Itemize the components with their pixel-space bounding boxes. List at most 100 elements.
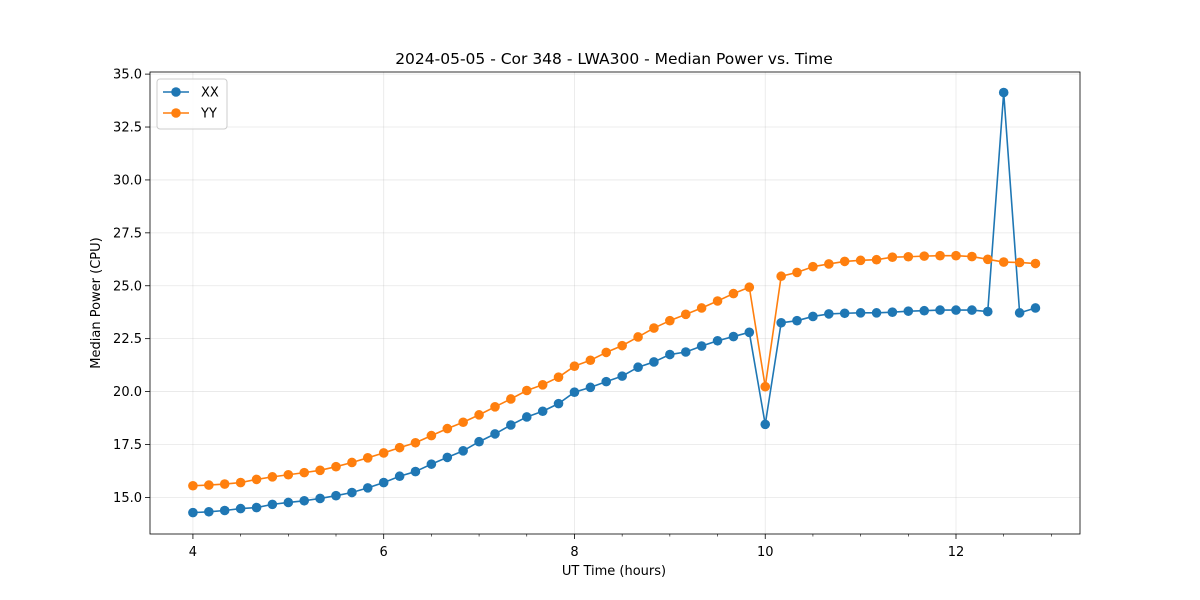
x-tick-label: 4	[189, 545, 197, 560]
data-point-xx	[315, 493, 325, 504]
data-point-yy	[808, 261, 818, 272]
data-point-xx	[998, 87, 1009, 98]
data-point-yy	[649, 323, 659, 333]
x-tick-label: 6	[380, 545, 388, 560]
data-point-yy	[967, 251, 977, 262]
data-point-yy	[315, 465, 325, 476]
series-yy	[188, 250, 1041, 491]
data-point-yy	[521, 385, 532, 396]
data-point-yy	[506, 394, 516, 404]
data-point-yy	[601, 347, 612, 358]
data-point-xx	[935, 305, 945, 315]
data-point-yy	[919, 251, 930, 261]
data-point-xx	[696, 341, 707, 351]
data-point-xx	[251, 502, 262, 513]
data-point-yy	[665, 315, 675, 326]
data-point-yy	[998, 257, 1009, 267]
data-point-xx	[887, 307, 898, 318]
data-point-yy	[410, 437, 421, 448]
data-point-xx	[1030, 303, 1041, 313]
data-point-xx	[442, 452, 453, 463]
legend-label-xx: XX	[201, 86, 219, 101]
data-point-yy	[982, 254, 993, 265]
data-point-yy	[760, 381, 771, 392]
data-point-xx	[744, 327, 755, 338]
data-point-yy	[458, 417, 468, 428]
data-point-yy	[617, 340, 627, 351]
x-tick-label: 8	[570, 545, 578, 560]
data-point-xx	[458, 446, 468, 456]
data-point-xx	[585, 382, 596, 393]
data-point-xx	[283, 497, 294, 508]
legend-marker-yy	[171, 108, 181, 118]
legend-marker-xx	[171, 87, 181, 97]
data-point-yy	[474, 410, 484, 420]
legend-item-xx: XX	[163, 86, 219, 101]
data-point-xx	[299, 495, 310, 506]
data-point-xx	[426, 459, 437, 469]
data-point-xx	[204, 506, 214, 517]
data-point-yy	[712, 296, 723, 306]
data-point-yy	[951, 250, 961, 261]
data-point-xx	[919, 305, 930, 316]
y-tick-label: 30.0	[113, 173, 142, 188]
data-point-yy	[855, 255, 866, 266]
data-point-yy	[251, 474, 262, 485]
data-point-yy	[283, 469, 294, 480]
data-point-yy	[569, 361, 580, 371]
data-point-yy	[299, 467, 310, 478]
data-point-yy	[1014, 257, 1025, 268]
data-point-yy	[696, 303, 707, 313]
y-tick-label: 32.5	[113, 121, 142, 136]
data-point-yy	[903, 251, 914, 262]
data-point-yy	[887, 252, 898, 262]
data-point-yy	[585, 355, 596, 366]
data-point-xx	[537, 406, 548, 417]
legend-label-yy: YY	[200, 107, 217, 122]
data-point-xx	[1014, 308, 1025, 318]
y-tick-label: 22.5	[113, 332, 142, 347]
data-point-xx	[839, 308, 850, 319]
data-point-xx	[633, 362, 643, 373]
data-point-yy	[490, 402, 500, 412]
data-point-xx	[506, 420, 516, 430]
data-point-xx	[331, 490, 341, 501]
y-tick-label: 35.0	[113, 68, 142, 83]
data-point-xx	[824, 309, 834, 319]
data-point-yy	[839, 256, 850, 267]
data-point-yy	[744, 282, 755, 293]
data-point-xx	[267, 499, 278, 510]
data-point-yy	[792, 267, 802, 278]
data-point-xx	[649, 357, 659, 367]
data-point-yy	[824, 259, 834, 269]
data-point-xx	[219, 505, 230, 516]
data-point-xx	[855, 308, 866, 318]
data-point-yy	[633, 332, 643, 342]
y-tick-label: 15.0	[113, 491, 142, 506]
data-point-xx	[982, 306, 993, 317]
data-point-yy	[537, 379, 548, 390]
data-point-yy	[776, 271, 786, 282]
data-point-yy	[680, 309, 691, 320]
data-point-xx	[728, 331, 739, 342]
data-point-xx	[792, 315, 802, 326]
data-point-yy	[219, 479, 230, 489]
data-point-xx	[378, 477, 389, 488]
data-point-yy	[553, 372, 564, 382]
data-point-xx	[569, 387, 580, 398]
data-point-xx	[490, 429, 500, 439]
data-point-xx	[680, 347, 691, 357]
data-point-xx	[808, 311, 818, 322]
data-point-yy	[1030, 258, 1041, 269]
data-point-xx	[521, 412, 532, 422]
y-axis-label: Median Power (CPU)	[89, 237, 104, 368]
data-point-xx	[712, 335, 723, 346]
data-point-yy	[394, 442, 405, 453]
data-point-xx	[410, 466, 421, 477]
data-point-yy	[728, 288, 739, 299]
grid-lines	[150, 72, 1080, 534]
y-tick-label: 27.5	[113, 226, 142, 241]
x-tick-label: 10	[757, 545, 774, 560]
series-layer	[188, 87, 1041, 518]
data-point-yy	[426, 430, 437, 441]
